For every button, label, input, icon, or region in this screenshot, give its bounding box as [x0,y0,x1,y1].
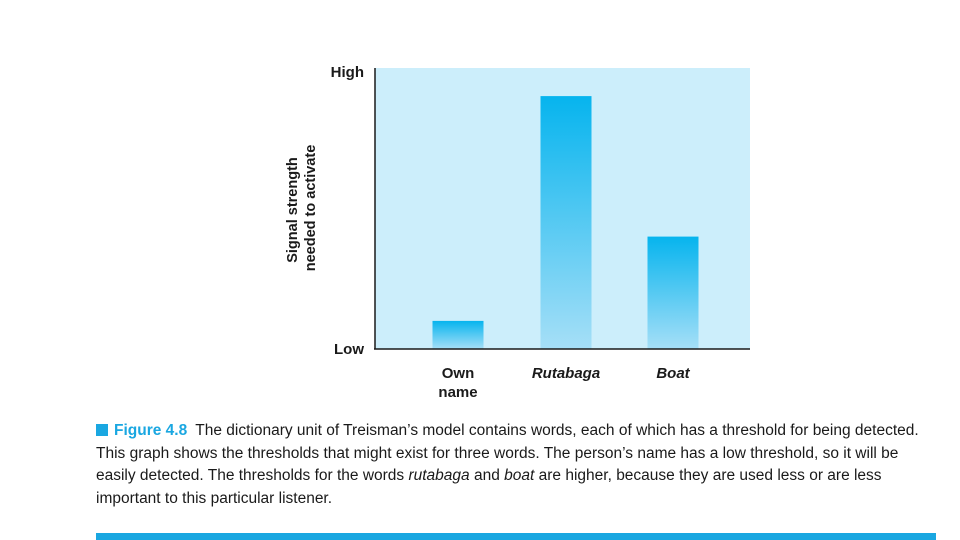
caption-text-2: and [469,467,505,484]
x-tick-label: Boat [656,365,690,382]
caption-text-1: The dictionary unit of Treisman’s model … [96,422,919,484]
y-tick-high: High [331,64,364,81]
caption-text-3: are higher, because they are used less o… [96,467,882,507]
caption-square-icon [96,424,108,436]
figure-label: Figure 4.8 [114,422,188,439]
caption-emph-rutabaga: rutabaga [408,467,470,484]
x-tick-label: Rutabaga [532,365,600,382]
caption-emph-boat: boat [504,467,535,484]
y-axis-label-line-1: Signal strength [285,157,301,263]
x-tick-label: Own [442,365,475,382]
y-tick-low: Low [334,341,364,358]
bar-chart: High Low Signal strength needed to activ… [285,64,750,401]
bar-own-name [432,320,484,349]
y-axis-label: Signal strength needed to activate [285,145,319,272]
bar-rutabaga [540,96,592,349]
x-tick-label: name [438,384,477,401]
bar-boat [647,236,699,349]
bottom-rule [96,533,936,540]
figure-caption: Figure 4.8 The dictionary unit of Treism… [96,420,936,510]
y-axis-label-line-2: needed to activate [303,145,319,272]
